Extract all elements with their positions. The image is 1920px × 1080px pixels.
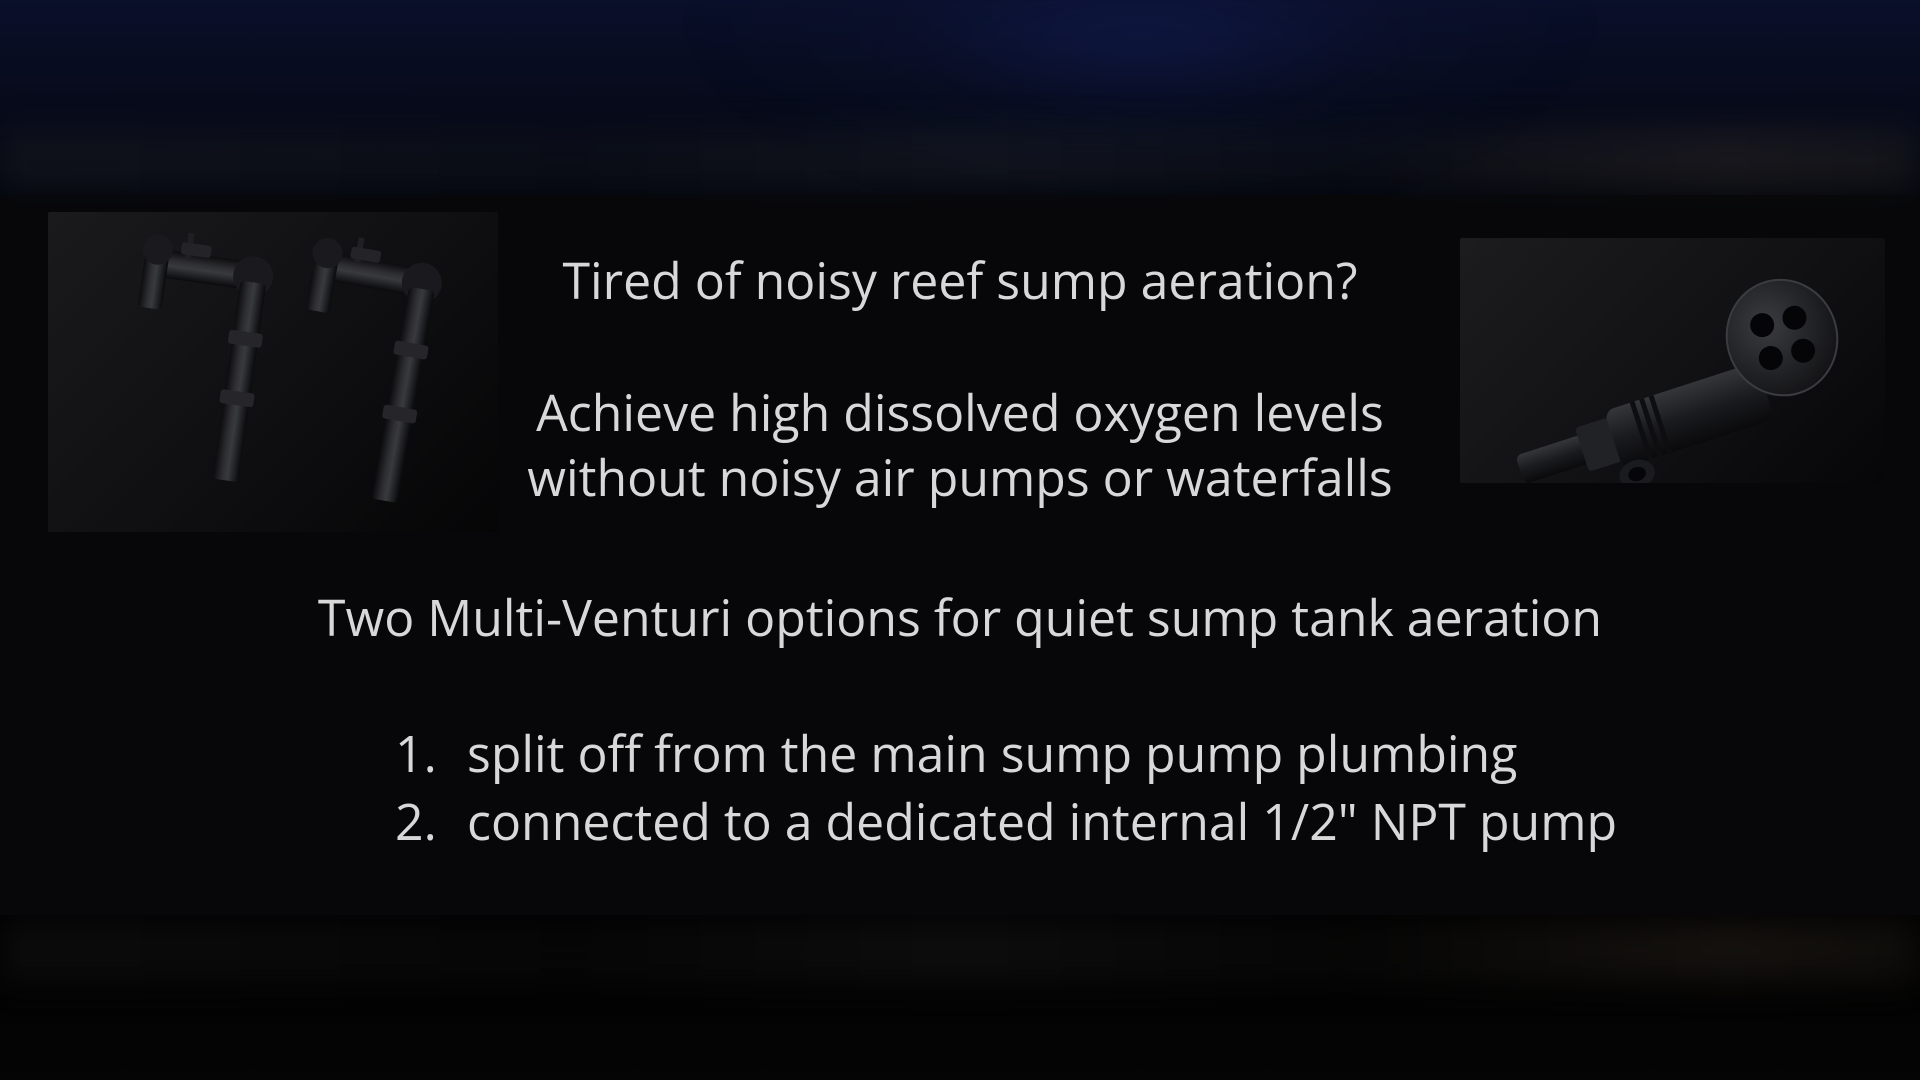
blur-band-bottom <box>0 920 1920 980</box>
option-1: 1.split off from the main sump pump plum… <box>395 720 1617 788</box>
option-2-number: 2. <box>395 788 467 856</box>
option-2-text: connected to a dedicated internal 1/2" N… <box>467 787 1617 855</box>
headline-text: Tired of noisy reef sump aeration? <box>0 248 1920 313</box>
option-1-number: 1. <box>395 720 467 788</box>
options-title-text: Two Multi-Venturi options for quiet sump… <box>0 585 1920 650</box>
blur-band-top <box>0 130 1920 190</box>
subhead-line2: without noisy air pumps or waterfalls <box>527 443 1392 511</box>
subhead-line1: Achieve high dissolved oxygen levels <box>536 378 1384 446</box>
subhead-text: Achieve high dissolved oxygen levels wit… <box>0 380 1920 510</box>
option-1-text: split off from the main sump pump plumbi… <box>467 719 1517 787</box>
options-list: 1.split off from the main sump pump plum… <box>395 720 1617 855</box>
option-2: 2.connected to a dedicated internal 1/2"… <box>395 788 1617 856</box>
